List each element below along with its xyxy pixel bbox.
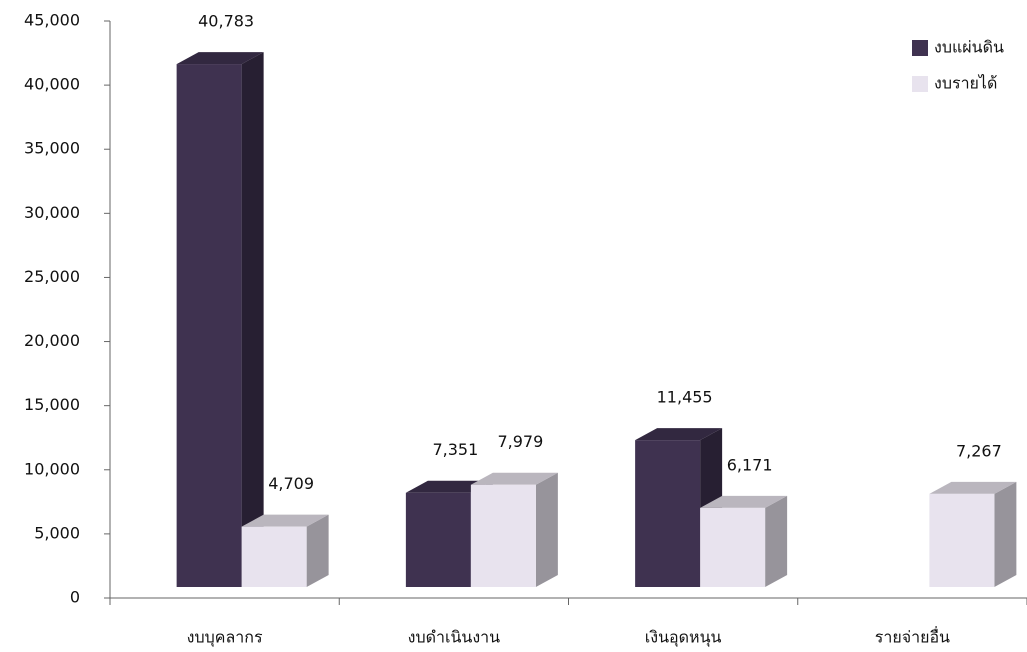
x-tick-label: รายจ่ายอื่น: [875, 626, 950, 647]
data-label: 6,171: [727, 455, 773, 474]
x-tick-label: เงินอุดหนุน: [645, 628, 722, 648]
bar-side: [535, 472, 558, 587]
bar-top: [635, 428, 723, 441]
bar-top: [470, 472, 558, 485]
x-tick-label: งบบุคลากร: [187, 628, 263, 648]
bar-side: [765, 495, 788, 587]
bar: [241, 514, 329, 587]
bar-side: [306, 514, 329, 587]
y-tick-label: 0: [70, 588, 80, 607]
bar-side: [241, 52, 264, 588]
bar-side: [994, 481, 1017, 587]
bar-top: [176, 52, 264, 65]
y-tick-label: 25,000: [24, 267, 80, 286]
data-label: 11,455: [657, 388, 713, 407]
bar-front: [176, 64, 242, 588]
bar: [470, 472, 558, 587]
bar-top: [241, 514, 329, 527]
legend-swatch: [912, 40, 928, 56]
bar-top: [700, 495, 788, 508]
y-tick-label: 15,000: [24, 395, 80, 414]
bar-front: [700, 507, 766, 587]
legend-label: งบแผ่นดิน: [934, 38, 1004, 57]
bar: [929, 481, 1017, 587]
y-tick-label: 10,000: [24, 459, 80, 478]
bar-front: [405, 492, 471, 587]
data-label: 7,351: [432, 440, 478, 459]
x-tick-label: งบดำเนินงาน: [408, 628, 500, 647]
bar-front: [470, 484, 536, 587]
y-tick-label: 20,000: [24, 331, 80, 350]
data-label: 40,783: [198, 12, 254, 31]
y-tick-label: 5,000: [34, 523, 80, 542]
bar: [700, 495, 788, 587]
bar-front: [241, 526, 307, 587]
y-tick-label: 35,000: [24, 139, 80, 158]
legend-swatch: [912, 76, 928, 92]
legend-label: งบรายได้: [934, 74, 997, 93]
bar-front: [929, 493, 995, 587]
bar: [176, 52, 264, 588]
bar-front: [635, 440, 701, 587]
bar-top: [929, 481, 1017, 494]
data-label: 7,979: [497, 432, 543, 451]
y-tick-label: 45,000: [24, 11, 80, 30]
data-label: 7,267: [956, 441, 1002, 460]
y-tick-label: 40,000: [24, 75, 80, 94]
data-label: 4,709: [268, 474, 314, 493]
y-tick-label: 30,000: [24, 203, 80, 222]
